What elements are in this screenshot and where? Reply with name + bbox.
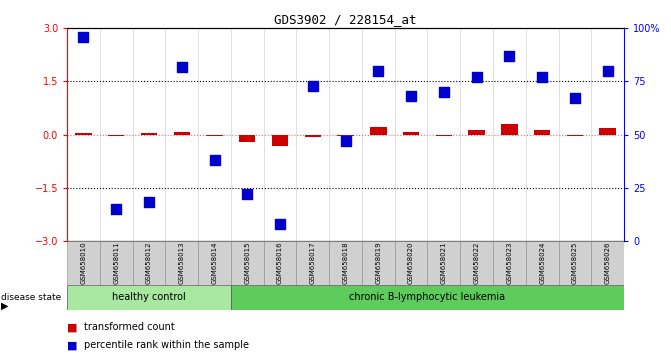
Text: GSM658026: GSM658026 <box>605 241 611 284</box>
Point <box>307 83 318 88</box>
Bar <box>100 241 133 285</box>
Text: chronic B-lymphocytic leukemia: chronic B-lymphocytic leukemia <box>350 292 505 302</box>
Title: GDS3902 / 228154_at: GDS3902 / 228154_at <box>274 13 417 26</box>
Bar <box>264 241 297 285</box>
Text: GSM658013: GSM658013 <box>178 241 185 284</box>
Bar <box>362 241 395 285</box>
Text: GSM658020: GSM658020 <box>408 241 414 284</box>
Text: GSM658011: GSM658011 <box>113 241 119 284</box>
Bar <box>338 135 354 136</box>
Bar <box>460 241 493 285</box>
Point <box>242 191 253 197</box>
Bar <box>427 241 460 285</box>
Bar <box>526 241 558 285</box>
Text: GSM658021: GSM658021 <box>441 241 447 284</box>
Bar <box>108 135 124 136</box>
Point <box>537 74 548 80</box>
Bar <box>133 241 165 285</box>
Bar <box>370 127 386 135</box>
Text: percentile rank within the sample: percentile rank within the sample <box>84 340 249 350</box>
Bar <box>297 241 329 285</box>
Text: GSM658010: GSM658010 <box>81 241 87 284</box>
Bar <box>75 133 92 135</box>
Bar <box>272 135 289 146</box>
Bar <box>395 241 427 285</box>
Point <box>471 74 482 80</box>
Point <box>373 68 384 74</box>
Bar <box>198 241 231 285</box>
Bar <box>493 241 526 285</box>
Text: ■: ■ <box>67 322 78 332</box>
Bar <box>165 241 198 285</box>
Point <box>78 34 89 40</box>
Text: transformed count: transformed count <box>84 322 174 332</box>
Text: disease state: disease state <box>1 293 62 302</box>
Text: GSM658016: GSM658016 <box>277 241 283 284</box>
Point <box>438 89 449 95</box>
Point <box>176 64 187 69</box>
Text: GSM658018: GSM658018 <box>343 241 348 284</box>
Bar <box>141 133 157 135</box>
Text: GSM658019: GSM658019 <box>375 241 381 284</box>
Bar <box>599 128 616 135</box>
Bar <box>239 135 256 142</box>
Bar <box>591 241 624 285</box>
Bar <box>305 135 321 137</box>
Point <box>340 138 351 144</box>
Bar <box>501 124 517 135</box>
Text: GSM658017: GSM658017 <box>310 241 316 284</box>
Bar <box>435 135 452 136</box>
Point <box>406 93 417 99</box>
Bar <box>67 285 231 310</box>
Text: ■: ■ <box>67 340 78 350</box>
Bar <box>231 241 264 285</box>
Bar <box>558 241 591 285</box>
Text: GSM658023: GSM658023 <box>507 241 513 284</box>
Point <box>144 200 154 205</box>
Text: healthy control: healthy control <box>112 292 186 302</box>
Bar <box>174 132 190 135</box>
Bar <box>207 135 223 136</box>
Point <box>603 68 613 74</box>
Text: GSM658022: GSM658022 <box>474 242 480 284</box>
Point <box>504 53 515 59</box>
Bar <box>567 135 583 136</box>
Text: GSM658012: GSM658012 <box>146 241 152 284</box>
Bar <box>329 241 362 285</box>
Text: GSM658024: GSM658024 <box>539 242 545 284</box>
Text: GSM658014: GSM658014 <box>211 241 217 284</box>
Bar <box>403 132 419 135</box>
Point <box>274 221 285 227</box>
Text: GSM658015: GSM658015 <box>244 241 250 284</box>
Bar <box>468 130 485 135</box>
Point <box>209 157 220 163</box>
Point <box>570 96 580 101</box>
Bar <box>231 285 624 310</box>
Bar <box>534 130 550 135</box>
Bar <box>67 241 100 285</box>
Text: ▶: ▶ <box>1 301 9 311</box>
Text: GSM658025: GSM658025 <box>572 242 578 284</box>
Point <box>111 206 121 212</box>
